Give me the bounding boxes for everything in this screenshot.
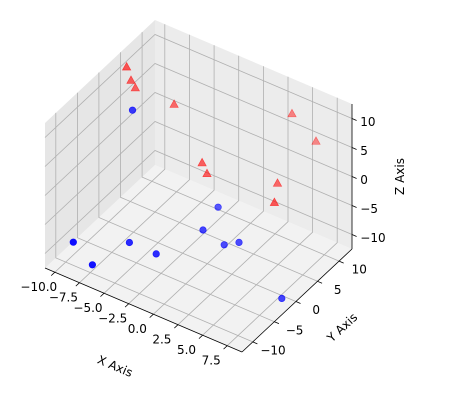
triangle-point-0 (121, 61, 132, 71)
y-tick-label: −5 (286, 323, 304, 337)
grid-line-y (77, 92, 275, 323)
y-tick-label: 5 (334, 283, 342, 297)
grid-line-y (120, 52, 318, 282)
grid-line-z (44, 34, 353, 138)
z-tick (351, 205, 357, 208)
x-tick-label: 0.0 (128, 322, 147, 336)
triangle-point-1 (126, 75, 136, 84)
x-tick (124, 303, 129, 308)
x-tick (223, 345, 228, 350)
circle-point-8 (278, 294, 286, 303)
z-tick-label: −5 (360, 202, 378, 216)
circle-point-7 (235, 238, 243, 246)
x-tick (75, 282, 80, 287)
y-tick (274, 321, 280, 325)
z-tick (351, 147, 357, 150)
grid-line-x (128, 55, 240, 304)
x-tick-labels: −10.0−7.5−5.0−2.50.0 2.5 5.0 7.5 (20, 280, 220, 368)
triangle-point-4 (287, 108, 297, 118)
x-tick-label: −10.0 (20, 280, 57, 294)
circle-point-0 (69, 238, 77, 246)
x-tick-label: −2.5 (98, 312, 127, 326)
pane-floor (45, 165, 352, 352)
grid-line-y (141, 32, 340, 262)
z-tick-label: 5 (360, 144, 368, 158)
y-tick-label: 10 (352, 263, 367, 277)
triangle-point-2 (130, 82, 141, 92)
x-tick (100, 292, 105, 297)
triangle-point-7 (272, 178, 283, 187)
circle-point-6 (214, 203, 222, 211)
x-tick-label: 2.5 (152, 333, 171, 347)
y-tick-label: 0 (312, 303, 320, 317)
circle-point-3 (152, 250, 160, 258)
x-tick-label: −7.5 (49, 291, 78, 305)
grid-line-y (98, 72, 297, 302)
z-tick-label: 10 (360, 115, 375, 129)
grid-line-x (226, 97, 338, 346)
circle-point-1 (88, 261, 96, 269)
grid-line-y (55, 112, 253, 343)
y-tick (338, 260, 344, 264)
grid-line-x (177, 76, 289, 325)
triangle-point-5 (197, 157, 207, 167)
x-tick (50, 271, 56, 276)
triangle-point-9 (311, 136, 321, 145)
x-axis-line (44, 267, 243, 353)
tick-marks (50, 118, 357, 350)
y-axis-line (241, 248, 353, 353)
grid-line-x (54, 24, 166, 273)
circle-point-5 (220, 241, 228, 249)
y-tick-labels: −10−5 05 10 (260, 263, 367, 358)
y-tick (317, 280, 323, 284)
circle-point-2 (125, 238, 133, 247)
x-tick (198, 334, 203, 339)
x-tick (149, 313, 154, 318)
circle-point-4 (199, 226, 207, 234)
grid-lines (44, 24, 353, 346)
triangle-point-3 (169, 99, 179, 108)
z-axis-label: Z Axis (393, 158, 407, 195)
y-tick (252, 341, 258, 345)
data-points (69, 61, 321, 303)
z-tick (351, 234, 357, 237)
x-axis-label: X Axis (95, 353, 134, 380)
z-tick (351, 118, 357, 121)
grid-line-z (44, 92, 353, 196)
y-tick (295, 301, 301, 304)
x-tick-label: 5.0 (177, 343, 196, 357)
z-tick (351, 176, 357, 179)
grid-line-z (44, 121, 353, 225)
x-tick-label: −5.0 (73, 301, 102, 315)
z-tick-labels: −10 −5 0 5 10 (360, 115, 385, 245)
y-axis-label: Y Axis (324, 310, 361, 346)
triangle-point-8 (269, 197, 280, 206)
grid-line-z (44, 63, 353, 167)
z-tick-label: −10 (360, 231, 385, 245)
grid-line-x (79, 34, 190, 283)
grid-line-x (202, 87, 314, 336)
grid-line-x (103, 45, 215, 294)
x-tick-label: 7.5 (202, 354, 221, 368)
grid-line-z (44, 150, 353, 254)
x-tick (174, 324, 179, 329)
grid-line-x (153, 66, 264, 315)
z-tick-label: 0 (360, 173, 368, 187)
y-tick-label: −10 (260, 344, 285, 358)
triangle-point-6 (202, 168, 212, 177)
circle-point-9 (128, 106, 137, 114)
